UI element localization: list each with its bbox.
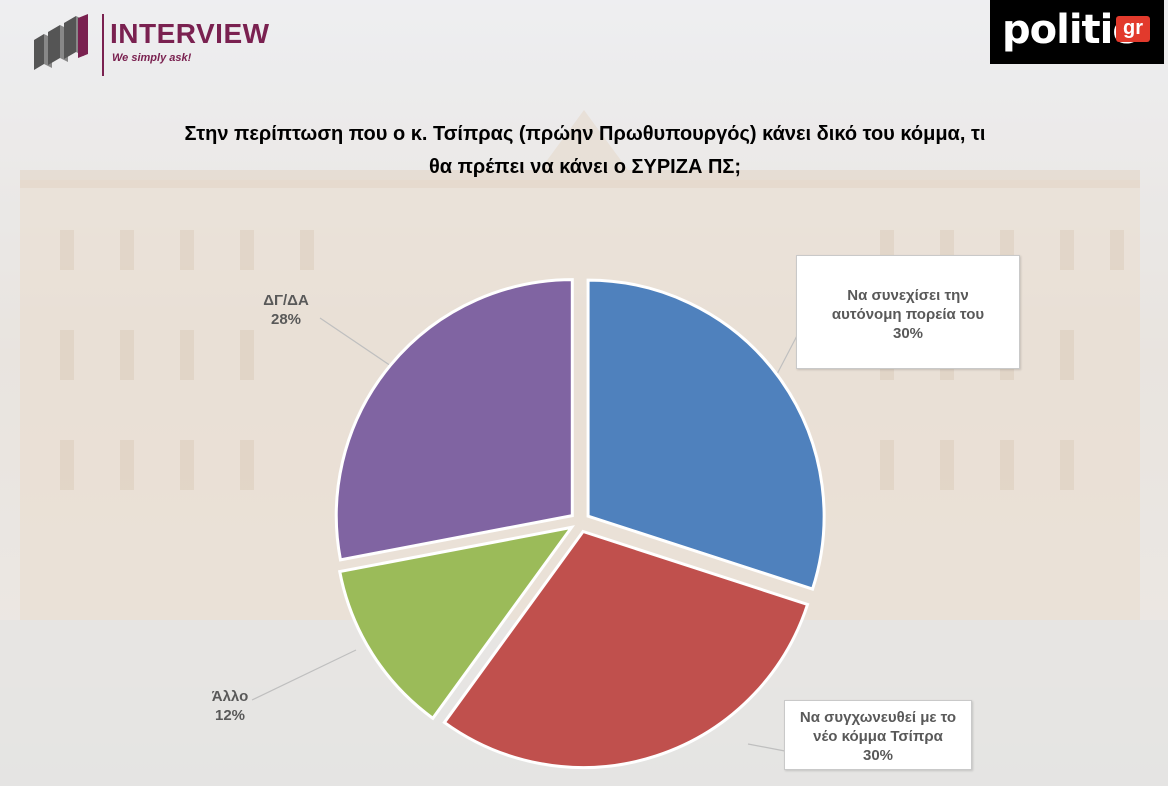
pie-slice-1 [442, 529, 810, 769]
data-label-slice-3-name: ΔΓ/ΔΑ [263, 292, 309, 309]
interview-logo-name: INTERVIEW [110, 18, 270, 49]
logo-divider [102, 14, 104, 76]
data-label-slice-2-name: Άλλο [211, 688, 249, 705]
chart-title-line-1: Στην περίπτωση που ο κ. Τσίπρας (πρώην Π… [184, 123, 986, 145]
politic-logo-suffix: gr [1116, 16, 1150, 42]
chart-title: Στην περίπτωση που ο κ. Τσίπρας (πρώην Π… [90, 118, 1080, 184]
data-label-slice-0-value: 30% [892, 325, 924, 342]
interview-logo: INTERVIEW We simply ask! [14, 6, 284, 76]
data-label-slice-3-value: 28% [270, 311, 302, 328]
data-label-slice-1-line-1: Να συγχωνευθεί με το [799, 709, 957, 726]
data-label-slice-1: Να συγχωνευθεί με το νέο κόμμα Τσίπρα 30… [784, 700, 972, 770]
leader-line-slice-3 [319, 317, 395, 369]
data-label-slice-0-line-2: αυτόνομη πορεία του [831, 306, 985, 323]
leader-line-slice-2 [251, 649, 357, 701]
interview-logo-tagline: We simply ask! [112, 52, 192, 64]
pie-slice-0 [586, 278, 826, 591]
data-label-slice-1-value: 30% [862, 747, 894, 764]
data-label-slice-3: ΔΓ/ΔΑ 28% [256, 291, 316, 329]
data-label-slice-0: Να συνεχίσει την αυτόνομη πορεία του 30% [796, 255, 1020, 369]
data-label-slice-1-line-2: νέο κόμμα Τσίπρα [813, 728, 943, 745]
chart-title-line-2: θα πρέπει να κάνει ο ΣΥΡΙΖΑ ΠΣ; [428, 156, 742, 178]
pie-slice-3 [334, 278, 574, 562]
data-label-slice-2-value: 12% [214, 707, 246, 724]
leader-line-slice-1 [747, 743, 791, 753]
politic-logo-name: politic [1002, 7, 1136, 53]
pie-slice-2 [337, 525, 575, 721]
bars-logo-icon [34, 14, 88, 70]
data-label-slice-2: Άλλο 12% [200, 687, 260, 725]
politic-logo: politic gr [990, 0, 1164, 64]
data-label-slice-0-line-1: Να συνεχίσει την [847, 287, 969, 304]
